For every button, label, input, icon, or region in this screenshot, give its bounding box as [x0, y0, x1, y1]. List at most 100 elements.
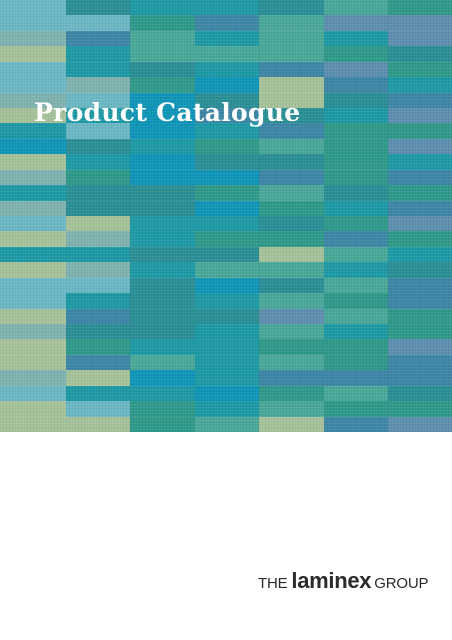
mosaic-tile	[388, 30, 452, 47]
mosaic-tile	[195, 354, 259, 371]
mosaic-tile	[324, 370, 388, 387]
mosaic-tile	[130, 339, 195, 356]
mosaic-tile	[130, 416, 195, 432]
mosaic-tile	[259, 216, 324, 233]
mosaic-tile	[259, 200, 324, 217]
mosaic-tile	[324, 354, 388, 371]
mosaic-tile	[130, 401, 195, 418]
mosaic-tile	[324, 30, 388, 47]
mosaic-tile	[388, 185, 452, 202]
mosaic-tile	[130, 277, 195, 294]
mosaic-tile	[388, 370, 452, 387]
mosaic-tile	[195, 30, 259, 47]
mosaic-tile	[388, 15, 452, 32]
mosaic-tile	[388, 61, 452, 78]
mosaic-tile	[195, 370, 259, 387]
mosaic-tile	[0, 169, 66, 186]
mosaic-tile	[195, 293, 259, 310]
mosaic-tile	[388, 123, 452, 140]
mosaic-tile	[324, 0, 388, 17]
mosaic-tile	[388, 169, 452, 186]
mosaic-tile	[130, 0, 195, 17]
catalogue-title: Product Catalogue	[34, 98, 301, 127]
mosaic-tile	[259, 416, 324, 432]
mosaic-tile	[195, 138, 259, 155]
mosaic-tile	[259, 293, 324, 310]
mosaic-tile	[195, 185, 259, 202]
mosaic-tile	[324, 416, 388, 432]
mosaic-tile	[195, 308, 259, 325]
mosaic-tile	[0, 138, 66, 155]
mosaic-tile	[259, 108, 324, 125]
logo-prefix: THE	[258, 575, 288, 592]
mosaic-tile	[66, 293, 130, 310]
mosaic-tile	[66, 169, 130, 186]
mosaic-tile	[66, 385, 130, 402]
mosaic-tile	[130, 200, 195, 217]
mosaic-tile	[0, 354, 66, 371]
logo-suffix: GROUP	[374, 575, 429, 592]
mosaic-tile	[130, 61, 195, 78]
mosaic-tile	[0, 30, 66, 47]
mosaic-tile	[130, 385, 195, 402]
mosaic-tile	[195, 92, 259, 109]
mosaic-tile	[0, 370, 66, 387]
mosaic-tile	[388, 46, 452, 63]
mosaic-tile	[324, 324, 388, 341]
mosaic-tile	[388, 138, 452, 155]
mosaic-tile	[388, 262, 452, 279]
mosaic-tile	[259, 401, 324, 418]
laminex-group-logo: THE laminex GROUP	[258, 568, 428, 598]
mosaic-tile	[66, 0, 130, 17]
mosaic-tile	[130, 108, 195, 125]
mosaic-tile	[388, 293, 452, 310]
mosaic-tile	[66, 15, 130, 32]
mosaic-tile	[66, 246, 130, 263]
mosaic-tile	[66, 277, 130, 294]
mosaic-tile	[130, 154, 195, 171]
mosaic-tile	[259, 30, 324, 47]
mosaic-tile	[259, 46, 324, 63]
mosaic-tile	[388, 308, 452, 325]
mosaic-tile	[130, 185, 195, 202]
mosaic-tile	[0, 200, 66, 217]
mosaic-tile	[66, 123, 130, 140]
cover-mosaic-pattern	[0, 0, 452, 432]
mosaic-tile	[259, 138, 324, 155]
mosaic-tile	[388, 108, 452, 125]
mosaic-tile	[324, 108, 388, 125]
mosaic-tile	[388, 0, 452, 17]
mosaic-tile	[195, 324, 259, 341]
mosaic-tile	[259, 277, 324, 294]
mosaic-tile	[388, 246, 452, 263]
mosaic-tile	[259, 15, 324, 32]
mosaic-tile	[324, 308, 388, 325]
mosaic-tile	[0, 216, 66, 233]
mosaic-tile	[66, 185, 130, 202]
mosaic-tile	[130, 370, 195, 387]
mosaic-tile	[388, 416, 452, 432]
mosaic-tile	[324, 77, 388, 94]
mosaic-tile	[0, 46, 66, 63]
mosaic-tile	[0, 339, 66, 356]
mosaic-tile	[259, 308, 324, 325]
mosaic-tile	[388, 277, 452, 294]
mosaic-tile	[0, 0, 66, 17]
mosaic-tile	[259, 324, 324, 341]
mosaic-tile	[0, 401, 66, 418]
mosaic-tile	[0, 92, 66, 109]
mosaic-tile	[0, 185, 66, 202]
mosaic-tile	[0, 15, 66, 32]
mosaic-tile	[324, 385, 388, 402]
mosaic-tile	[0, 123, 66, 140]
mosaic-tile	[0, 385, 66, 402]
mosaic-tile	[66, 200, 130, 217]
mosaic-tile	[259, 385, 324, 402]
mosaic-tile	[324, 61, 388, 78]
mosaic-tile	[0, 262, 66, 279]
mosaic-tile	[130, 308, 195, 325]
mosaic-tile	[195, 246, 259, 263]
mosaic-tile	[130, 123, 195, 140]
mosaic-tile	[130, 92, 195, 109]
